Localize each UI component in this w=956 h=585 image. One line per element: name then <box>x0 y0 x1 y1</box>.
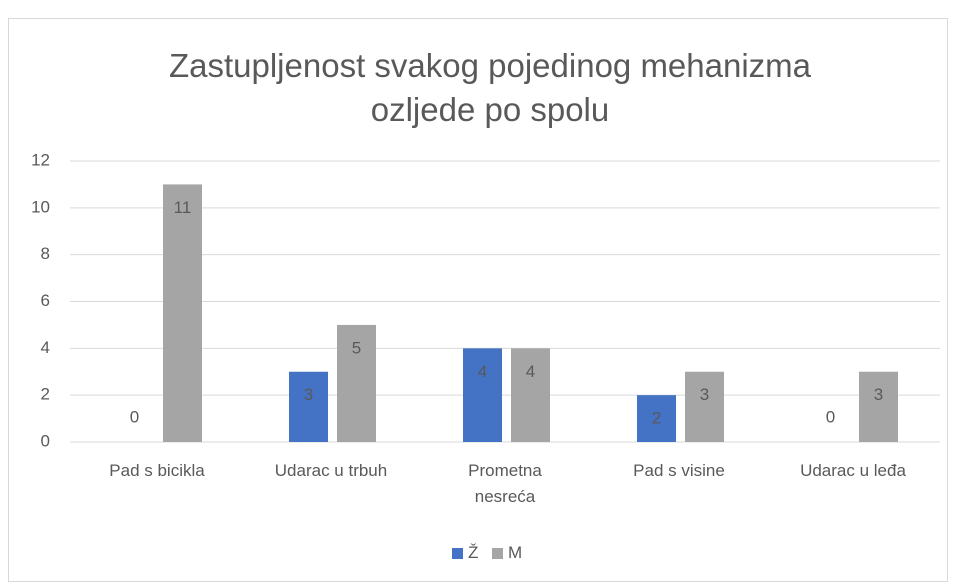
bar <box>685 371 724 442</box>
data-label: 11 <box>174 198 192 217</box>
legend-label: Ž <box>468 543 479 562</box>
bar <box>337 324 376 442</box>
data-label: 2 <box>652 409 661 428</box>
chart-frame <box>8 18 948 582</box>
data-label: 0 <box>130 407 139 426</box>
data-label: 4 <box>478 362 487 381</box>
legend-swatch <box>452 547 463 559</box>
data-label: 3 <box>304 385 313 404</box>
y-tick-label: 8 <box>41 244 50 263</box>
x-tick-label: Udarac u leđa <box>800 461 906 480</box>
data-label: 5 <box>352 338 361 357</box>
x-tick-label: Pad s bicikla <box>109 461 205 480</box>
legend-item: M <box>492 543 522 563</box>
legend-label: M <box>508 543 523 562</box>
y-tick-label: 4 <box>41 338 50 357</box>
y-tick-label: 6 <box>41 291 50 310</box>
chart-title: Zastupljenost svakog pojedinog mehanizma… <box>168 47 812 128</box>
x-tick-label: Prometna nesreća <box>468 461 542 506</box>
x-tick-label: Pad s visine <box>633 461 725 480</box>
y-tick-label: 10 <box>31 197 50 216</box>
bar <box>163 184 202 442</box>
data-label: 3 <box>874 385 883 404</box>
legend-swatch <box>492 547 503 559</box>
legend-item: Ž <box>452 543 478 563</box>
bar <box>637 395 676 442</box>
y-tick-label: 2 <box>41 385 50 404</box>
x-tick-label: Udarac u trbuh <box>274 461 388 480</box>
bar <box>511 348 550 442</box>
bar <box>289 371 328 442</box>
y-tick-label: 0 <box>41 431 50 450</box>
data-label: 4 <box>526 362 535 381</box>
bar <box>463 348 502 442</box>
data-label: 3 <box>700 385 709 404</box>
data-label: 0 <box>826 407 835 426</box>
y-tick-label: 12 <box>31 150 50 169</box>
bar <box>859 371 898 442</box>
